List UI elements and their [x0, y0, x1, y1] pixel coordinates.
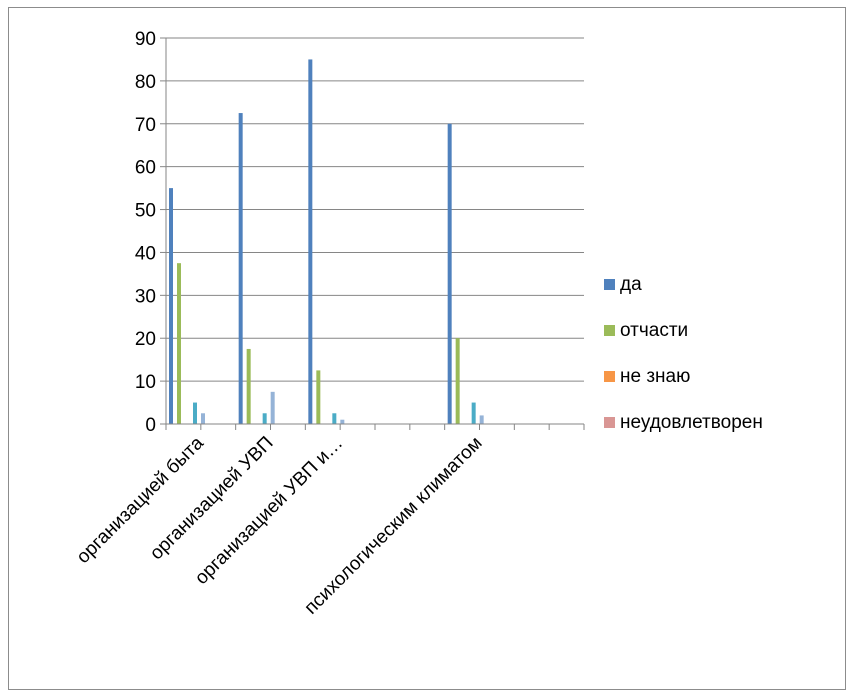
y-tick-labels: 0 10 20 30 40 50 60 70 80 90 [135, 29, 156, 436]
bar [340, 419, 345, 424]
y-tick-label: 30 [135, 286, 156, 307]
bar [177, 263, 181, 424]
bar [455, 338, 460, 424]
bars [169, 59, 484, 425]
category-label: организацией УВП и… [191, 433, 347, 589]
y-tick-label: 0 [145, 415, 156, 436]
legend-label: не знаю [620, 366, 690, 387]
y-tick-label: 40 [135, 243, 156, 264]
bar [201, 413, 205, 424]
y-tick-label: 10 [135, 372, 156, 393]
chart-frame [8, 7, 846, 690]
legend-swatch [604, 371, 615, 382]
legend-label: да [620, 274, 642, 295]
y-tick-label: 70 [135, 115, 156, 136]
y-tick-label: 80 [135, 72, 156, 93]
category-label: организацией быта [73, 432, 208, 567]
bar [316, 370, 321, 424]
bar [308, 59, 313, 424]
legend-swatch [604, 279, 615, 290]
bar [270, 391, 275, 424]
gridlines [166, 37, 584, 382]
y-tick-label: 20 [135, 329, 156, 350]
bar [332, 413, 337, 424]
bar [169, 188, 173, 424]
bar [479, 415, 484, 424]
bar [238, 113, 243, 425]
y-tick-label: 50 [135, 201, 156, 222]
legend-swatch [604, 417, 615, 428]
legend: да отчасти не знаю неудовлетворен [604, 274, 763, 433]
y-tick-label: 90 [135, 29, 156, 50]
y-tick-label: 60 [135, 158, 156, 179]
bar [447, 123, 452, 425]
category-label: организацией УВП [146, 433, 277, 564]
axes [160, 37, 585, 430]
legend-label: неудовлетворен [620, 412, 763, 433]
bar [193, 402, 197, 424]
legend-label: отчасти [620, 320, 688, 341]
bar [262, 413, 267, 424]
bar [246, 348, 251, 424]
legend-swatch [604, 325, 615, 336]
bar [471, 402, 476, 424]
